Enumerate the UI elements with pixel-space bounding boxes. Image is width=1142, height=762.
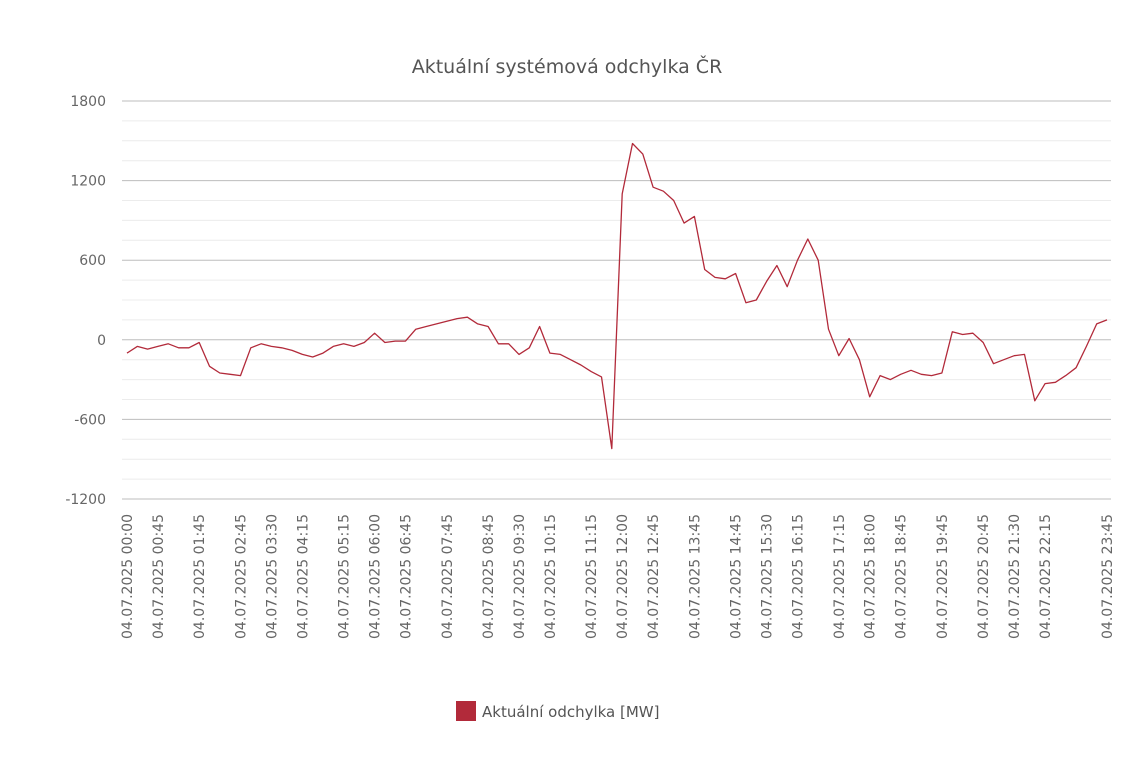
x-tick-label: 04.07.2025 23:45 [1100,514,1116,639]
y-tick-label: 0 [97,333,106,349]
x-tick-label: 04.07.2025 09:30 [512,514,528,639]
x-tick-label: 04.07.2025 01:45 [192,514,208,639]
x-tick-label: 04.07.2025 13:45 [687,514,703,639]
x-tick-label: 04.07.2025 20:45 [976,514,992,639]
legend-label: Aktuální odchylka [MW] [482,703,660,721]
y-tick-label: -1200 [65,492,106,508]
x-tick-label: 04.07.2025 08:45 [481,514,497,639]
x-tick-label: 04.07.2025 07:45 [440,514,456,639]
x-tick-label: 04.07.2025 00:45 [151,514,167,639]
x-tick-label: 04.07.2025 12:45 [646,514,662,639]
legend-swatch [456,701,476,721]
x-tick-label: 04.07.2025 19:45 [935,514,951,639]
x-tick-label: 04.07.2025 22:15 [1038,514,1054,639]
x-tick-label: 04.07.2025 21:30 [1007,514,1023,639]
x-tick-label: 04.07.2025 18:00 [863,514,879,639]
x-tick-label: 04.07.2025 10:15 [543,514,559,639]
x-tick-label: 04.07.2025 18:45 [894,514,910,639]
chart-title: Aktuální systémová odchylka ČR [412,54,723,78]
x-tick-label: 04.07.2025 06:45 [399,514,415,639]
y-tick-label: 1800 [70,94,106,110]
x-tick-label: 04.07.2025 15:30 [760,514,776,639]
x-tick-label: 04.07.2025 14:45 [729,514,745,639]
x-tick-label: 04.07.2025 03:30 [264,514,280,639]
y-tick-label: 1200 [70,174,106,190]
data-line [126,142,1108,450]
y-tick-label: -600 [74,412,106,428]
x-tick-label: 04.07.2025 05:15 [337,514,353,639]
x-tick-label: 04.07.2025 02:45 [233,514,249,639]
x-tick-label: 04.07.2025 12:00 [615,514,631,639]
x-tick-label: 04.07.2025 16:15 [791,514,807,639]
x-tick-label: 04.07.2025 06:00 [368,514,384,639]
x-tick-label: 04.07.2025 11:15 [584,514,600,639]
x-tick-label: 04.07.2025 00:00 [120,514,136,639]
x-tick-label: 04.07.2025 04:15 [295,514,311,639]
x-tick-label: 04.07.2025 17:15 [832,514,848,639]
y-tick-label: 600 [79,253,106,269]
